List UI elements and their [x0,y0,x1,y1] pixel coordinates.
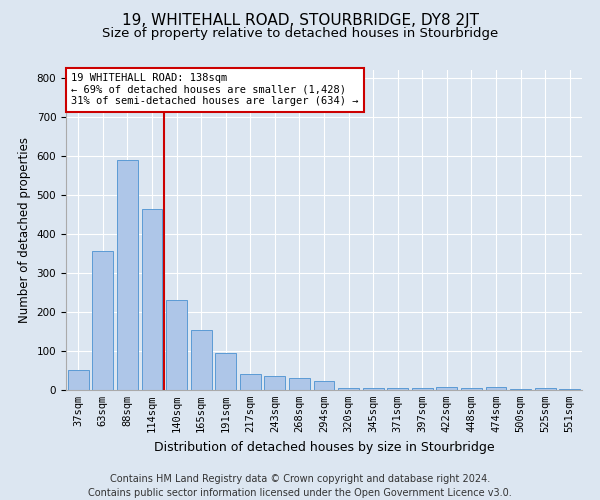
Bar [485,387,506,390]
Bar [265,376,286,390]
Bar [436,387,457,390]
Bar [289,378,310,390]
Bar [510,389,531,390]
Bar [535,388,556,390]
Bar [92,252,113,390]
Bar [314,382,334,390]
Text: 19 WHITEHALL ROAD: 138sqm
← 69% of detached houses are smaller (1,428)
31% of se: 19 WHITEHALL ROAD: 138sqm ← 69% of detac… [71,73,359,106]
Bar [240,374,261,390]
Bar [142,208,163,390]
Bar [559,389,580,390]
Text: Contains HM Land Registry data © Crown copyright and database right 2024.
Contai: Contains HM Land Registry data © Crown c… [88,474,512,498]
Bar [461,388,482,390]
Bar [362,388,383,390]
X-axis label: Distribution of detached houses by size in Stourbridge: Distribution of detached houses by size … [154,440,494,454]
Y-axis label: Number of detached properties: Number of detached properties [18,137,31,323]
Bar [412,388,433,390]
Bar [387,388,408,390]
Bar [338,388,359,390]
Bar [68,370,89,390]
Bar [117,160,138,390]
Text: Size of property relative to detached houses in Stourbridge: Size of property relative to detached ho… [102,28,498,40]
Bar [215,353,236,390]
Text: 19, WHITEHALL ROAD, STOURBRIDGE, DY8 2JT: 19, WHITEHALL ROAD, STOURBRIDGE, DY8 2JT [121,12,479,28]
Bar [166,300,187,390]
Bar [191,330,212,390]
